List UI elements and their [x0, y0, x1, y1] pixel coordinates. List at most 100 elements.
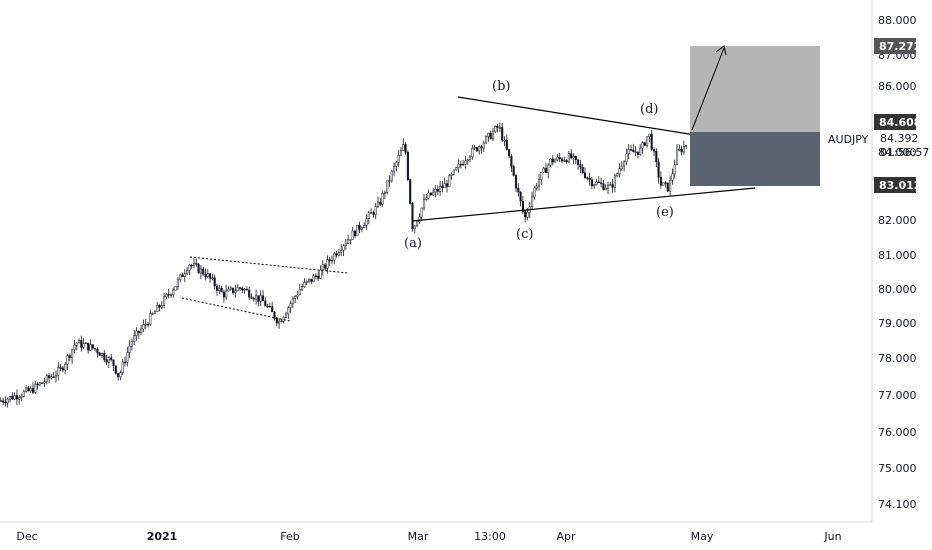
candle-body — [121, 361, 124, 373]
profit-zone[interactable] — [690, 46, 820, 132]
candle-body — [671, 173, 674, 181]
candle-body — [275, 318, 278, 324]
candle-body — [623, 161, 626, 167]
candle-body — [558, 156, 561, 159]
candle-body — [432, 191, 435, 196]
candle-body — [427, 192, 430, 199]
candle-body — [229, 287, 232, 290]
candle-body — [374, 206, 377, 215]
triangle-lower-line[interactable] — [411, 187, 756, 222]
candle-body — [213, 277, 216, 287]
time-axis[interactable]: Dec 2021 Feb Mar 13:00 Apr May Jun — [16, 530, 841, 543]
candle-body — [669, 179, 672, 192]
candle-body — [567, 153, 570, 163]
price-tick: 88.000 — [878, 14, 917, 27]
time-tick: Jun — [823, 530, 841, 543]
candle-body — [540, 171, 543, 181]
candle-body — [533, 187, 536, 198]
last-price: 84.392 — [880, 132, 919, 145]
candle-body — [271, 306, 274, 313]
candle-body — [314, 275, 317, 277]
candle-body — [604, 188, 607, 190]
candle-body — [464, 160, 467, 165]
candle-body — [234, 290, 237, 293]
candle-body — [390, 170, 393, 181]
candle-body — [289, 303, 292, 309]
candle-body — [73, 345, 76, 350]
candle-body — [328, 259, 331, 262]
candle-body — [600, 182, 603, 184]
candle-body — [402, 144, 405, 151]
candle-body — [59, 367, 62, 369]
candle-body — [570, 153, 573, 159]
candle-body — [310, 278, 313, 282]
candle-body — [491, 131, 495, 139]
candle-body — [344, 243, 347, 247]
candle-body — [370, 212, 373, 214]
candle-body — [526, 212, 529, 218]
candle-body — [105, 359, 108, 363]
candle-body — [521, 200, 524, 212]
candle-body — [489, 133, 492, 139]
price-axis[interactable]: 88.00087.00086.00085.00084.00083.00082.0… — [878, 14, 917, 511]
candle-body — [241, 287, 244, 291]
candle-body — [130, 341, 133, 347]
candle-body — [45, 375, 48, 383]
candle-body — [347, 239, 350, 244]
candle-body — [418, 216, 421, 223]
candle-body — [330, 259, 334, 262]
candle-body — [38, 382, 41, 386]
candle-body — [52, 376, 55, 378]
candle-body — [397, 155, 400, 163]
candle-body — [15, 395, 18, 400]
candle-body — [662, 182, 665, 186]
candle-body — [61, 367, 64, 371]
candle-body — [618, 168, 621, 175]
candle-body — [75, 342, 78, 346]
candle-body — [611, 184, 614, 188]
candle-body — [6, 398, 9, 404]
candle-body — [18, 397, 21, 400]
candle-body — [165, 294, 168, 298]
candle-body — [100, 352, 104, 356]
candle-body — [583, 172, 587, 178]
candle-body — [48, 375, 51, 379]
price-tick: 81.000 — [878, 249, 917, 262]
candle-body — [556, 156, 559, 161]
price-tick: 75.000 — [878, 462, 917, 475]
candle-body — [643, 142, 646, 146]
candle-body — [252, 298, 255, 300]
candle-body — [459, 164, 462, 166]
candle-body — [413, 225, 416, 230]
candle-body — [680, 148, 683, 153]
candle-body — [498, 127, 501, 129]
candle-body — [123, 361, 127, 364]
price-tick: 80.000 — [878, 283, 917, 296]
flag-lower-line[interactable] — [181, 297, 291, 322]
candle-body — [91, 344, 94, 349]
candle-body — [602, 183, 605, 190]
time-tick: Feb — [280, 530, 299, 543]
candle-body — [342, 245, 345, 251]
candle-body — [505, 139, 508, 150]
candle-body — [478, 146, 481, 152]
candle-body — [648, 133, 651, 137]
candle-body — [514, 175, 518, 189]
candle-body — [126, 352, 129, 363]
candle-body — [291, 298, 294, 305]
candle-body — [554, 159, 557, 163]
price-tick: 77.000 — [878, 389, 917, 402]
candle-body — [64, 364, 67, 371]
price-tick: 86.000 — [878, 80, 917, 93]
candle-body — [183, 273, 186, 277]
candle-body — [326, 259, 329, 269]
flag-upper-line[interactable] — [189, 256, 349, 274]
loss-zone[interactable] — [690, 132, 820, 186]
candle-body — [452, 169, 455, 175]
candle-body — [372, 212, 375, 215]
price-tick: 78.000 — [878, 352, 917, 365]
candle-body — [425, 197, 428, 200]
candle-body — [420, 207, 423, 218]
candle-body — [508, 149, 511, 157]
